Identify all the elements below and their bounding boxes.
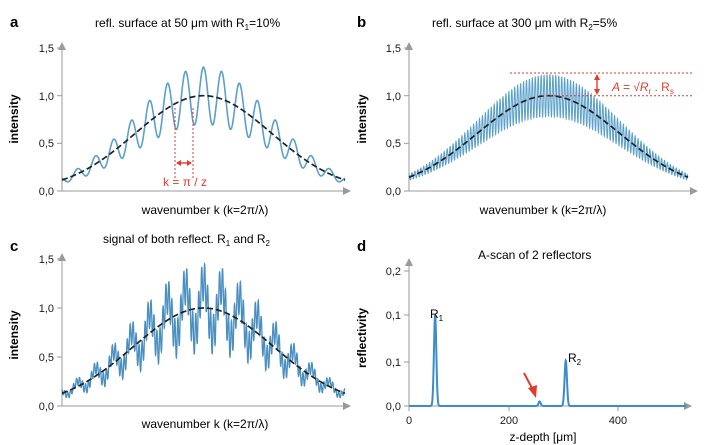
panel-b-amplitude-annotation xyxy=(510,72,693,97)
panel-c-signal-series xyxy=(61,261,346,399)
panel-a-x-arrowhead xyxy=(343,187,351,195)
panel-d-xtick-label: 200 xyxy=(500,415,518,427)
panel-d-ytick-label: 0,1 xyxy=(386,310,401,322)
panel-a-y-arrowhead xyxy=(58,42,66,50)
panel-label-d: d xyxy=(357,238,366,255)
panel-a-signal-series xyxy=(61,66,346,183)
panel-b-axes xyxy=(404,42,698,195)
panel-d-peak-label-r1: R1 xyxy=(430,307,444,323)
panel-a-k-label: k = π / z xyxy=(163,175,207,189)
panel-a-ytick-label: 0,0 xyxy=(39,186,54,198)
panel-d-ylabel: reflectivity xyxy=(355,308,369,368)
panel-c-ytick-label: 1,5 xyxy=(39,254,54,266)
panel-d-ascan-series xyxy=(409,314,686,407)
panel-a-xlabel: wavenumber k (k=2π/λ) xyxy=(141,203,269,217)
panel-label-c: c xyxy=(10,238,18,255)
panel-a-k-arrowhead-left xyxy=(176,160,181,166)
panel-c-ytick-label: 1,0 xyxy=(39,303,54,315)
panel-d-peak-label-r2: R2 xyxy=(568,351,582,367)
title-d: A-scan of 2 reflectors xyxy=(478,248,591,262)
panel-c-envelope-series xyxy=(61,307,346,395)
panel-a-envelope-series xyxy=(61,94,346,181)
panel-d-ytick-label: 0,2 xyxy=(386,266,401,278)
panel-d-xlabel: z-depth [μm] xyxy=(510,430,577,444)
panel-d-xtick-label: 400 xyxy=(609,415,627,427)
panel-b-ytick-label: 0,5 xyxy=(386,138,401,150)
panel-d-ytick-label: 0,0 xyxy=(386,401,401,413)
panel-label-b: b xyxy=(357,14,366,31)
panel-d-ytick-label: 0,1 xyxy=(386,357,401,369)
panel-b-ytick-label: 1,0 xyxy=(386,91,401,103)
panel-b-x-arrowhead xyxy=(690,187,698,195)
panel-b-amplitude-label: A = √Rr . Rs xyxy=(611,80,674,96)
panel-a-ylabel: intensity xyxy=(7,94,21,144)
panel-c-ytick-label: 0,0 xyxy=(39,401,54,413)
panel-b-y-arrowhead xyxy=(405,42,413,50)
panel-c-xlabel: wavenumber k (k=2π/λ) xyxy=(141,417,269,431)
panel-b-ytick-label: 1,5 xyxy=(386,43,401,55)
panel-d-red-arrowhead xyxy=(528,385,537,398)
panel-a-k-annotation xyxy=(174,108,194,178)
panel-a-ytick-label: 0,5 xyxy=(39,138,54,150)
panel-d-red-arrow xyxy=(523,372,537,398)
panel-c-y-arrowhead xyxy=(58,253,66,261)
panel-d-y-arrowhead xyxy=(405,258,413,266)
panel-a-k-arrowhead-right xyxy=(187,160,192,166)
panel-a-ytick-label: 1,5 xyxy=(39,43,54,55)
panel-b-ytick-label: 0,0 xyxy=(386,186,401,198)
title-a: refl. surface at 50 μm with R1=10% xyxy=(95,16,280,32)
panel-b-ylabel: intensity xyxy=(355,94,369,144)
title-c: signal of both reflect. R1 and R2 xyxy=(103,232,271,248)
panel-d-xtick-label: 0 xyxy=(406,415,412,427)
panel-b-amplitude-arrowhead-down xyxy=(594,89,600,95)
panel-d-axes xyxy=(404,258,692,411)
panel-a-ytick-label: 1,0 xyxy=(39,91,54,103)
panel-c-ylabel: intensity xyxy=(7,310,21,360)
panel-c-ytick-label: 0,5 xyxy=(39,352,54,364)
panel-b-xlabel: wavenumber k (k=2π/λ) xyxy=(479,203,607,217)
panel-label-a: a xyxy=(10,14,19,31)
panel-c-axes xyxy=(57,253,351,410)
panel-b-signal-series xyxy=(408,73,689,181)
panel-c-x-arrowhead xyxy=(343,402,351,410)
panel-b-amplitude-arrowhead-up xyxy=(594,74,600,80)
title-b: refl. surface at 300 μm with R2=5% xyxy=(432,16,617,32)
panel-a-axes xyxy=(57,42,351,195)
panel-d-x-arrowhead xyxy=(684,402,692,410)
panel-b-envelope-series xyxy=(408,94,689,178)
